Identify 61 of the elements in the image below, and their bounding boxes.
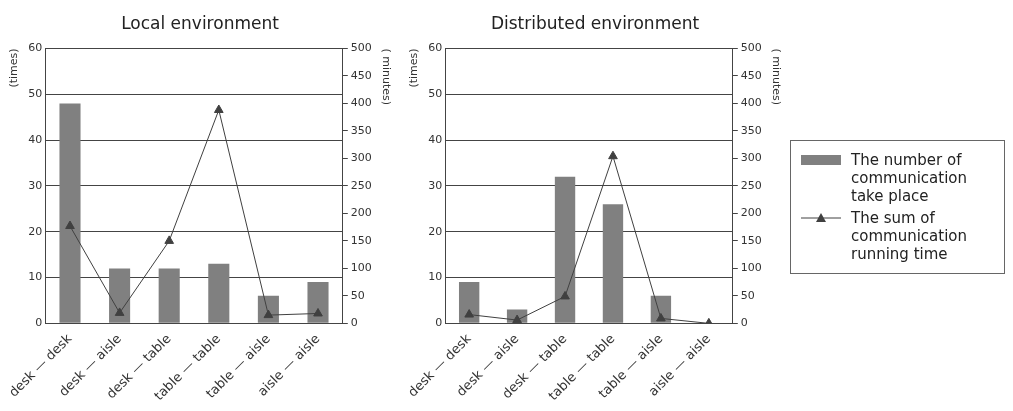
y2-axis-title: ( minutes) bbox=[379, 48, 393, 106]
point bbox=[114, 307, 125, 316]
point bbox=[213, 104, 224, 113]
y-tick-label: 20 bbox=[428, 224, 443, 238]
y-tick-label: 10 bbox=[428, 270, 443, 284]
y2-tick-label: 450 bbox=[350, 68, 372, 82]
bar bbox=[208, 263, 230, 323]
y2-tick-label: 150 bbox=[350, 233, 372, 247]
point bbox=[464, 309, 474, 318]
y-tick-label: 60 bbox=[428, 41, 443, 55]
point bbox=[164, 235, 175, 244]
y2-tick-label: 50 bbox=[740, 288, 755, 302]
y-tick-label: 60 bbox=[28, 41, 43, 55]
y-tick-label: 10 bbox=[28, 270, 43, 284]
y2-tick-label: 400 bbox=[350, 96, 372, 110]
y-tick-label: 20 bbox=[28, 224, 43, 238]
point bbox=[313, 307, 323, 317]
y-tick-label: 0 bbox=[35, 316, 43, 330]
y-tick-label: 40 bbox=[28, 132, 43, 146]
bar bbox=[602, 204, 624, 323]
point bbox=[608, 150, 618, 160]
y-tick-label: 50 bbox=[28, 87, 43, 101]
y-tick-label: 30 bbox=[428, 178, 443, 192]
y2-tick-label: 150 bbox=[740, 233, 762, 247]
y2-tick-label: 350 bbox=[350, 123, 372, 137]
y2-tick-label: 350 bbox=[740, 123, 762, 137]
y2-tick-label: 300 bbox=[740, 151, 762, 165]
legend-label: The number of communication take place bbox=[851, 151, 968, 205]
y-tick-label: 40 bbox=[428, 132, 443, 146]
y2-tick-label: 500 bbox=[350, 41, 372, 55]
y-axis-title: (times) bbox=[407, 48, 421, 88]
y2-tick-label: 450 bbox=[740, 68, 762, 82]
y2-tick-label: 400 bbox=[740, 96, 762, 110]
point bbox=[656, 312, 666, 322]
y2-tick-label: 200 bbox=[350, 206, 372, 220]
y2-tick-label: 0 bbox=[740, 316, 748, 330]
y-tick-label: 50 bbox=[428, 87, 443, 101]
bar bbox=[59, 103, 81, 323]
y2-tick-label: 500 bbox=[740, 41, 762, 55]
y-tick-label: 30 bbox=[28, 178, 43, 192]
y2-tick-label: 250 bbox=[740, 178, 762, 192]
y2-tick-label: 250 bbox=[350, 178, 372, 192]
y2-axis-title: ( minutes) bbox=[769, 48, 783, 106]
y2-tick-label: 100 bbox=[740, 261, 762, 275]
legend-label: The sum of communication running time bbox=[851, 209, 968, 263]
y2-tick-label: 0 bbox=[350, 316, 358, 330]
bar bbox=[158, 268, 180, 323]
bar bbox=[458, 282, 480, 323]
point bbox=[65, 220, 75, 230]
y2-tick-label: 100 bbox=[350, 261, 372, 275]
bar bbox=[554, 176, 576, 323]
y-tick-label: 0 bbox=[435, 316, 443, 330]
bar bbox=[307, 282, 329, 323]
y2-tick-label: 300 bbox=[350, 151, 372, 165]
bar bbox=[109, 268, 131, 323]
chart-title: Distributed environment bbox=[490, 12, 700, 33]
y2-tick-label: 200 bbox=[740, 206, 762, 220]
chart-title: Local environment bbox=[121, 12, 280, 33]
point bbox=[560, 290, 570, 300]
y-axis-title: (times) bbox=[7, 48, 21, 88]
y2-tick-label: 50 bbox=[350, 288, 365, 302]
